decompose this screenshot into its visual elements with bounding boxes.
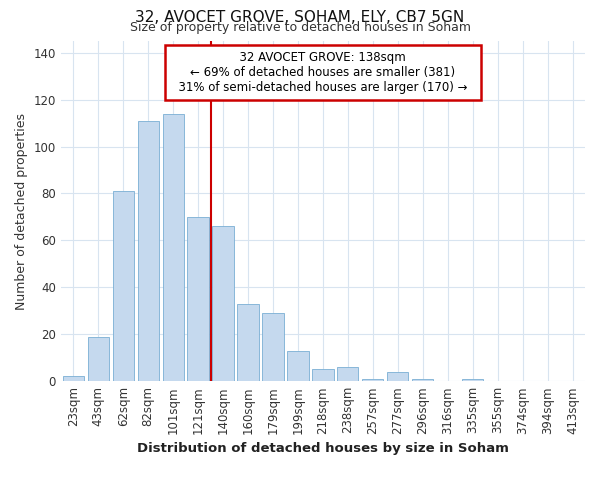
Text: 32, AVOCET GROVE, SOHAM, ELY, CB7 5GN: 32, AVOCET GROVE, SOHAM, ELY, CB7 5GN xyxy=(136,10,464,25)
Bar xyxy=(462,379,483,381)
Bar xyxy=(287,350,308,381)
Bar xyxy=(312,370,334,381)
Text: Size of property relative to detached houses in Soham: Size of property relative to detached ho… xyxy=(130,21,470,34)
X-axis label: Distribution of detached houses by size in Soham: Distribution of detached houses by size … xyxy=(137,442,509,455)
Bar xyxy=(412,379,433,381)
Bar xyxy=(362,379,383,381)
Bar xyxy=(387,372,409,381)
Bar xyxy=(212,226,233,381)
Bar xyxy=(88,336,109,381)
Bar xyxy=(137,121,159,381)
Y-axis label: Number of detached properties: Number of detached properties xyxy=(15,112,28,310)
Bar xyxy=(262,313,284,381)
Bar xyxy=(113,191,134,381)
Text: 32 AVOCET GROVE: 138sqm  
← 69% of detached houses are smaller (381)
  31% of se: 32 AVOCET GROVE: 138sqm ← 69% of detache… xyxy=(171,51,475,94)
Bar xyxy=(163,114,184,381)
Bar xyxy=(337,367,358,381)
Bar xyxy=(62,376,84,381)
Bar xyxy=(238,304,259,381)
Bar xyxy=(187,217,209,381)
